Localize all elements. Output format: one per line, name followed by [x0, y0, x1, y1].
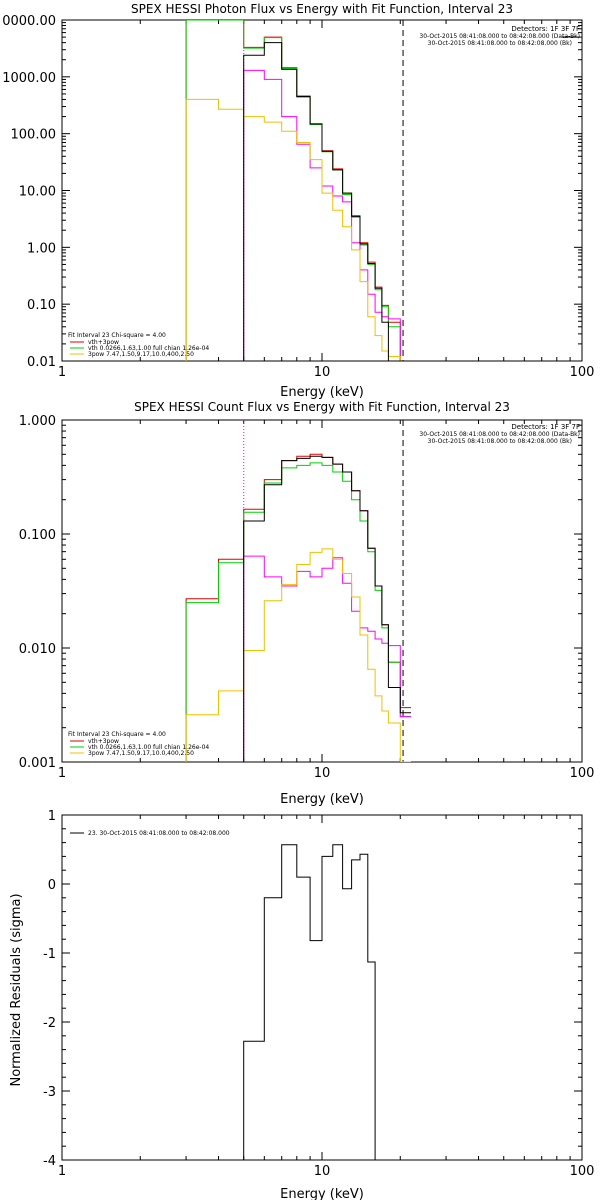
photon-flux-info-0: Detectors: 1F 3F 7F — [511, 25, 580, 33]
count-flux-info-2: 30-Oct-2015 08:41:08.000 to 08:42:08.000… — [428, 438, 572, 445]
residuals-y-tick-label: 0 — [48, 878, 56, 893]
photon-flux-x-ticks — [61, 20, 571, 361]
residuals-y-tick-label: -2 — [43, 1016, 56, 1031]
photon-flux-panel: SPEX HESSI Photon Flux vs Energy with Fi… — [68, 2, 580, 400]
count-flux-series-1 — [185, 462, 411, 762]
count-flux-x-tick-label: 100 — [570, 766, 595, 781]
residuals-x-tick-label: 10 — [314, 1164, 331, 1179]
residuals-y-tick-label: 1 — [48, 809, 56, 824]
photon-flux-legend-3: 3pow 7.47,1.50,9.17,10.0,400,2.50 — [88, 351, 194, 358]
photon-flux-info-1: 30-Oct-2015 08:41:08.000 to 08:42:08.000… — [419, 33, 580, 40]
residuals-panel: Energy (keV) Normalized Residuals (sigma… — [9, 830, 364, 1200]
count-flux-y-tick-label: 0.001 — [19, 756, 56, 771]
count-flux-panel: SPEX HESSI Count Flux vs Energy with Fit… — [68, 400, 580, 807]
count-flux-x-tick-label: 1 — [58, 766, 66, 781]
count-flux-plot-area: 1 10 100 1.000 0.100 0.010 0.001 — [19, 36, 595, 781]
photon-flux-y-tick-label: 0000.00 — [2, 14, 56, 29]
photon-flux-title: SPEX HESSI Photon Flux vs Energy with Fi… — [131, 2, 513, 16]
count-flux-info-1: 30-Oct-2015 08:41:08.000 to 08:42:08.000… — [419, 431, 580, 438]
count-flux-frame — [61, 419, 583, 763]
count-flux-y-tick-label: 0.010 — [19, 642, 56, 657]
photon-flux-legend-2: vth 0.0266,1.63,1.00 full chian 1.26e-04 — [88, 345, 209, 352]
residuals-y-tick-label: -4 — [43, 1154, 56, 1169]
photon-flux-y-tick-label: 100.00 — [11, 128, 57, 143]
photon-flux-info-2: 30-Oct-2015 08:41:08.000 to 08:42:08.000… — [428, 40, 572, 47]
photon-flux-series-group — [185, 20, 411, 361]
photon-flux-series-1 — [185, 20, 411, 361]
count-flux-series-group — [185, 453, 411, 762]
residuals-y-ticks — [62, 814, 582, 1161]
count-flux-legend-0: Fit Interval 23 Chi-square = 4.00 — [68, 731, 166, 738]
count-flux-series-2 — [243, 555, 411, 762]
photon-flux-x-tick-label: 10 — [314, 365, 331, 380]
photon-flux-x-tick-label: 100 — [570, 365, 595, 380]
count-flux-xlabel: Energy (keV) — [280, 792, 364, 807]
photon-flux-legend-0: Fit Interval 23 Chi-square = 4.00 — [68, 332, 166, 339]
photon-flux-y-tick-label: 1000.00 — [2, 71, 56, 86]
count-flux-series-0 — [185, 453, 411, 762]
residuals-ylabel: Normalized Residuals (sigma) — [9, 893, 24, 1086]
photon-flux-series-0 — [185, 20, 411, 361]
residuals-y-tick-label: -3 — [43, 1085, 56, 1100]
count-flux-legend-2: vth 0.0266,1.63,1.00 full chian 1.26e-04 — [88, 744, 209, 751]
photon-flux-plot-area: 1 10 100 0000.00 1000.00 100.00 10.00 1.00 0.10 0… — [2, 14, 594, 380]
photon-flux-y-ticks — [62, 22, 582, 362]
photon-flux-legend-1: vth+3pow — [88, 339, 119, 346]
residuals-x-tick-label: 1 — [58, 1164, 66, 1179]
photon-flux-series-3 — [185, 98, 411, 361]
photon-flux-series-2 — [243, 69, 411, 361]
photon-flux-y-tick-label: 0.10 — [27, 298, 56, 313]
count-flux-y-tick-label: 1.000 — [19, 414, 56, 429]
count-flux-title: SPEX HESSI Count Flux vs Energy with Fit… — [134, 400, 510, 414]
photon-flux-series-4 — [243, 42, 411, 361]
count-flux-series-4 — [243, 455, 411, 762]
residuals-y-tick-label: -1 — [43, 947, 56, 962]
residuals-x-tick-label: 100 — [570, 1164, 595, 1179]
photon-flux-y-tick-label: 1.00 — [27, 241, 56, 256]
residuals-series-group — [243, 844, 389, 1160]
photon-flux-y-tick-label: 0.01 — [27, 355, 56, 370]
residuals-series-0 — [243, 844, 389, 1160]
count-flux-y-tick-label: 0.100 — [19, 528, 56, 543]
count-flux-legend-3: 3pow 7.47,1.50,9.17,10.0,400,2.50 — [88, 750, 194, 757]
residuals-xlabel: Energy (keV) — [280, 1187, 364, 1200]
photon-flux-xlabel: Energy (keV) — [280, 385, 364, 400]
count-flux-series-3 — [185, 548, 411, 762]
photon-flux-x-tick-label: 1 — [58, 365, 66, 380]
residuals-legend-0: 23. 30-Oct-2015 08:41:08.000 to 08:42:08… — [88, 830, 230, 837]
count-flux-y-ticks — [62, 424, 582, 763]
photon-flux-y-tick-label: 10.00 — [19, 185, 56, 200]
count-flux-x-tick-label: 10 — [314, 766, 331, 781]
residuals-x-ticks — [61, 815, 571, 1160]
count-flux-info-0: Detectors: 1F 3F 7F — [511, 423, 580, 431]
count-flux-legend-1: vth+3pow — [88, 738, 119, 745]
count-flux-x-ticks — [61, 420, 571, 762]
